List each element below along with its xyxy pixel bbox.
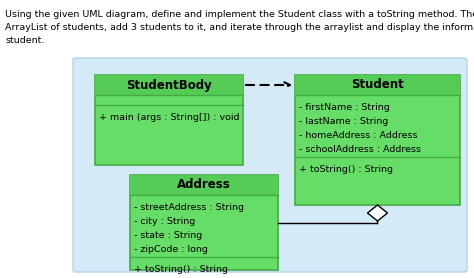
Text: student.: student. — [5, 36, 45, 45]
Text: + toString() : String: + toString() : String — [299, 165, 393, 173]
Text: - state : String: - state : String — [134, 230, 202, 240]
Text: - city : String: - city : String — [134, 217, 195, 225]
Text: Student: Student — [351, 78, 404, 91]
FancyBboxPatch shape — [130, 175, 278, 195]
Text: - streetAddress : String: - streetAddress : String — [134, 202, 244, 212]
FancyBboxPatch shape — [130, 175, 278, 270]
Text: Using the given UML diagram, define and implement the Student class with a toStr: Using the given UML diagram, define and … — [5, 10, 474, 19]
Text: - lastName : String: - lastName : String — [299, 116, 388, 125]
Text: - zipCode : long: - zipCode : long — [134, 244, 208, 254]
Text: Address: Address — [177, 178, 231, 192]
Text: StudentBody: StudentBody — [126, 78, 212, 91]
Text: + main (args : String[]) : void: + main (args : String[]) : void — [99, 113, 239, 123]
FancyBboxPatch shape — [73, 58, 467, 272]
Text: - schoolAddress : Address: - schoolAddress : Address — [299, 145, 421, 153]
FancyBboxPatch shape — [95, 75, 243, 165]
Text: - firstName : String: - firstName : String — [299, 103, 390, 111]
Polygon shape — [367, 205, 388, 221]
FancyBboxPatch shape — [95, 75, 243, 95]
FancyBboxPatch shape — [295, 75, 460, 205]
Text: - homeAddress : Address: - homeAddress : Address — [299, 130, 418, 140]
Text: + toString() : String: + toString() : String — [134, 264, 228, 274]
Text: ArrayList of students, add 3 students to it, and iterate through the arraylist a: ArrayList of students, add 3 students to… — [5, 23, 474, 32]
FancyBboxPatch shape — [295, 75, 460, 95]
